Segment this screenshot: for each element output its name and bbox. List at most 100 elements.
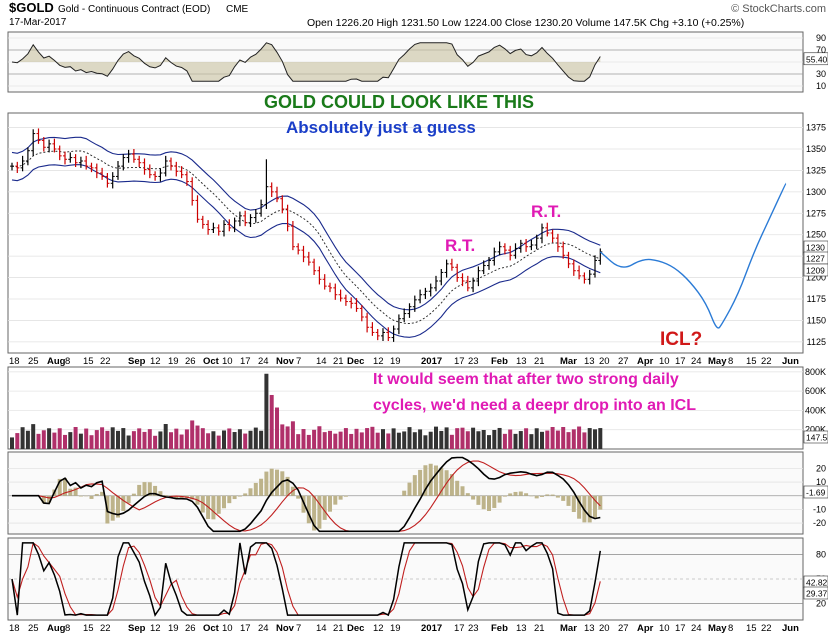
macd-histogram-bar xyxy=(275,469,279,496)
volume-bar xyxy=(41,430,46,449)
rsi-panel: 907050301055.40 xyxy=(7,31,828,93)
volume-bar xyxy=(131,431,136,449)
volume-last-tag-box xyxy=(803,430,828,444)
stoch-line xyxy=(11,542,602,617)
volume-bar xyxy=(333,433,338,449)
price-x-label: 19 xyxy=(168,356,179,367)
price-x-label: 10 xyxy=(222,356,233,367)
volume-bar xyxy=(545,430,550,449)
volume-bar xyxy=(100,427,105,449)
macd-tick-label: -10 xyxy=(813,504,826,514)
stoch-tag-1: 42.82 xyxy=(806,578,828,588)
volume-bar xyxy=(89,435,94,449)
volume-bar xyxy=(25,430,30,449)
volume-bar xyxy=(57,428,62,449)
price-x-label: Nov xyxy=(276,356,295,367)
macd-histogram-bar xyxy=(190,495,195,500)
stoch-tick-label: 20 xyxy=(816,599,826,609)
macd-histogram-bar xyxy=(587,495,592,523)
macd-histogram-bar xyxy=(84,495,89,497)
macd-histogram-bar xyxy=(41,495,46,504)
macd-histogram-bar xyxy=(94,494,99,496)
volume-bar xyxy=(561,427,566,449)
bottom-x-label: 7 xyxy=(296,623,301,634)
volume-bar xyxy=(343,428,348,449)
chart-date: 17-Mar-2017 xyxy=(9,17,67,28)
macd-histogram-bar xyxy=(476,495,481,505)
price-x-label: 14 xyxy=(316,356,327,367)
macd-histogram-bar xyxy=(147,482,152,496)
bottom-x-label: 23 xyxy=(468,623,479,634)
macd-panel: 20 10 -10 -20 -1.69 xyxy=(7,451,828,535)
volume-bar xyxy=(158,431,163,449)
stoch-tag-2-box xyxy=(803,586,828,600)
macd-histogram-bar xyxy=(312,495,317,531)
volume-bar xyxy=(412,432,417,449)
macd-histogram-bar xyxy=(137,484,142,496)
rt-label-1: R.T. xyxy=(445,236,475,255)
macd-histogram-bar xyxy=(534,495,539,499)
volume-bar xyxy=(524,428,529,449)
macd-histogram-bar xyxy=(577,495,582,519)
bottom-x-label: 10 xyxy=(222,623,233,634)
macd-histogram-bar xyxy=(481,495,486,510)
bottom-x-label: 17 xyxy=(454,623,465,634)
volume-bar xyxy=(396,432,401,449)
macd-histogram-bar xyxy=(68,488,73,496)
volume-bar xyxy=(460,427,465,449)
price-tick-label: 1375 xyxy=(806,123,826,133)
bottom-x-label: 12 xyxy=(150,623,161,634)
macd-histogram-bar xyxy=(110,495,115,521)
macd-histogram-bar xyxy=(571,495,576,513)
volume-bar xyxy=(338,431,343,449)
bottom-x-label: 19 xyxy=(168,623,179,634)
price-x-label: May xyxy=(708,356,727,367)
volume-bar xyxy=(349,433,354,449)
macd-histogram-bar xyxy=(269,468,274,496)
volume-bar xyxy=(169,432,173,449)
price-env-tag-box xyxy=(803,263,828,277)
macd-histogram-bar xyxy=(328,495,332,512)
macd-histogram-bar xyxy=(296,495,301,499)
envelope-lower xyxy=(11,164,601,338)
volume-bar xyxy=(587,428,592,449)
macd-histogram-bar xyxy=(508,493,513,496)
volume-bar xyxy=(328,430,332,449)
volume-bar xyxy=(306,434,311,449)
bottom-x-label: 22 xyxy=(100,623,111,634)
price-x-label: Oct xyxy=(203,356,220,367)
macd-tick-label: 20 xyxy=(816,463,826,473)
price-x-label: Mar xyxy=(560,356,577,367)
volume-last-tag: 147.5K xyxy=(806,433,828,443)
volume-bar xyxy=(110,427,115,449)
macd-histogram-bar xyxy=(47,495,52,503)
macd-histogram-bar xyxy=(418,469,423,496)
price-x-label: Apr xyxy=(637,356,654,367)
volume-bar xyxy=(68,432,73,449)
bottom-x-label: Nov xyxy=(276,623,295,634)
comment-line-2: cycles, we'd need a deepr drop into an I… xyxy=(373,397,696,414)
macd-histogram-bar xyxy=(174,495,179,499)
price-x-label: 24 xyxy=(258,356,269,367)
rsi-tick-label: 10 xyxy=(816,81,826,91)
rsi-area xyxy=(12,42,601,82)
macd-histogram-bar xyxy=(407,482,412,496)
volume-bar xyxy=(582,432,587,449)
macd-histogram-bar xyxy=(317,495,322,529)
price-x-label: 15 xyxy=(746,356,757,367)
volume-bar xyxy=(216,435,221,449)
volume-bar xyxy=(20,427,25,449)
bottom-date-axis: 18 25 Aug 8 15 22 Sep 12 19 26 Oct 10 17 24 Nov 7 14 21 De… xyxy=(9,623,799,634)
volume-bar xyxy=(227,428,232,449)
volume-bar xyxy=(84,428,89,449)
price-env-tag: 1209 xyxy=(806,266,825,276)
macd-histogram-bar xyxy=(338,495,343,500)
macd-histogram-bar xyxy=(402,490,407,496)
price-tick-label: 1200 xyxy=(806,273,826,283)
volume-bar xyxy=(73,427,78,449)
volume-bar xyxy=(52,432,57,449)
macd-histogram-bar xyxy=(179,495,184,499)
macd-histogram-bar xyxy=(471,495,476,500)
volume-bar xyxy=(317,426,322,449)
macd-histogram-bar xyxy=(78,495,83,497)
